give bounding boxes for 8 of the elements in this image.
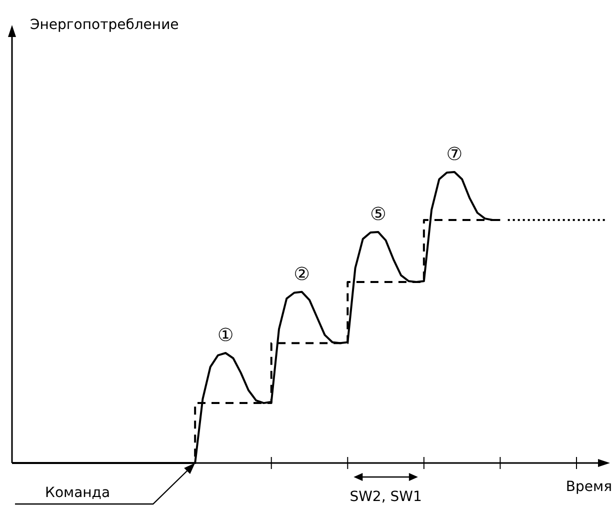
annotation: ⑤ (370, 204, 386, 225)
text: Энергопотребление (30, 17, 179, 33)
x-axis-title: Время (566, 479, 612, 495)
text: Команда (45, 485, 110, 501)
annotation: ② (294, 264, 310, 285)
text: ⑦ (446, 144, 463, 165)
text: SW2, SW1 (350, 489, 422, 505)
annotation: ① (218, 325, 234, 346)
